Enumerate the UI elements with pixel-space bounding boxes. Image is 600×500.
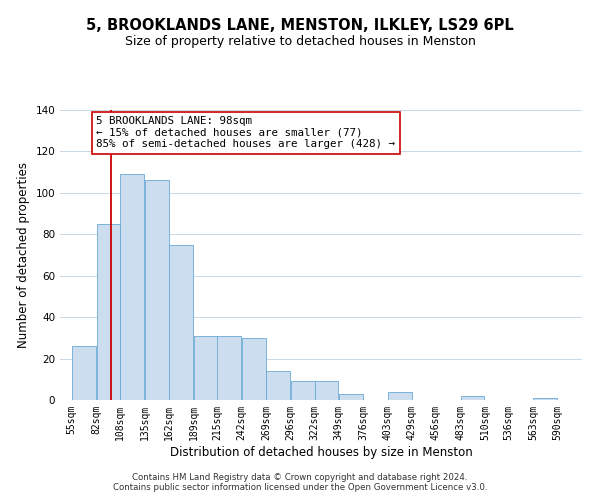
Bar <box>291 382 315 400</box>
Bar <box>533 398 557 400</box>
Bar <box>461 396 484 400</box>
Bar <box>242 338 266 400</box>
Bar <box>388 392 412 400</box>
Bar <box>194 336 218 400</box>
Bar <box>314 382 338 400</box>
Bar <box>145 180 169 400</box>
Text: 5 BROOKLANDS LANE: 98sqm
← 15% of detached houses are smaller (77)
85% of semi-d: 5 BROOKLANDS LANE: 98sqm ← 15% of detach… <box>97 116 395 150</box>
Text: Size of property relative to detached houses in Menston: Size of property relative to detached ho… <box>125 35 475 48</box>
Bar <box>266 371 290 400</box>
Bar <box>72 346 96 400</box>
Bar <box>120 174 144 400</box>
X-axis label: Distribution of detached houses by size in Menston: Distribution of detached houses by size … <box>170 446 472 458</box>
Text: Contains public sector information licensed under the Open Government Licence v3: Contains public sector information licen… <box>113 484 487 492</box>
Y-axis label: Number of detached properties: Number of detached properties <box>17 162 30 348</box>
Bar <box>169 244 193 400</box>
Bar <box>97 224 121 400</box>
Text: Contains HM Land Registry data © Crown copyright and database right 2024.: Contains HM Land Registry data © Crown c… <box>132 474 468 482</box>
Bar <box>217 336 241 400</box>
Bar <box>339 394 363 400</box>
Text: 5, BROOKLANDS LANE, MENSTON, ILKLEY, LS29 6PL: 5, BROOKLANDS LANE, MENSTON, ILKLEY, LS2… <box>86 18 514 32</box>
